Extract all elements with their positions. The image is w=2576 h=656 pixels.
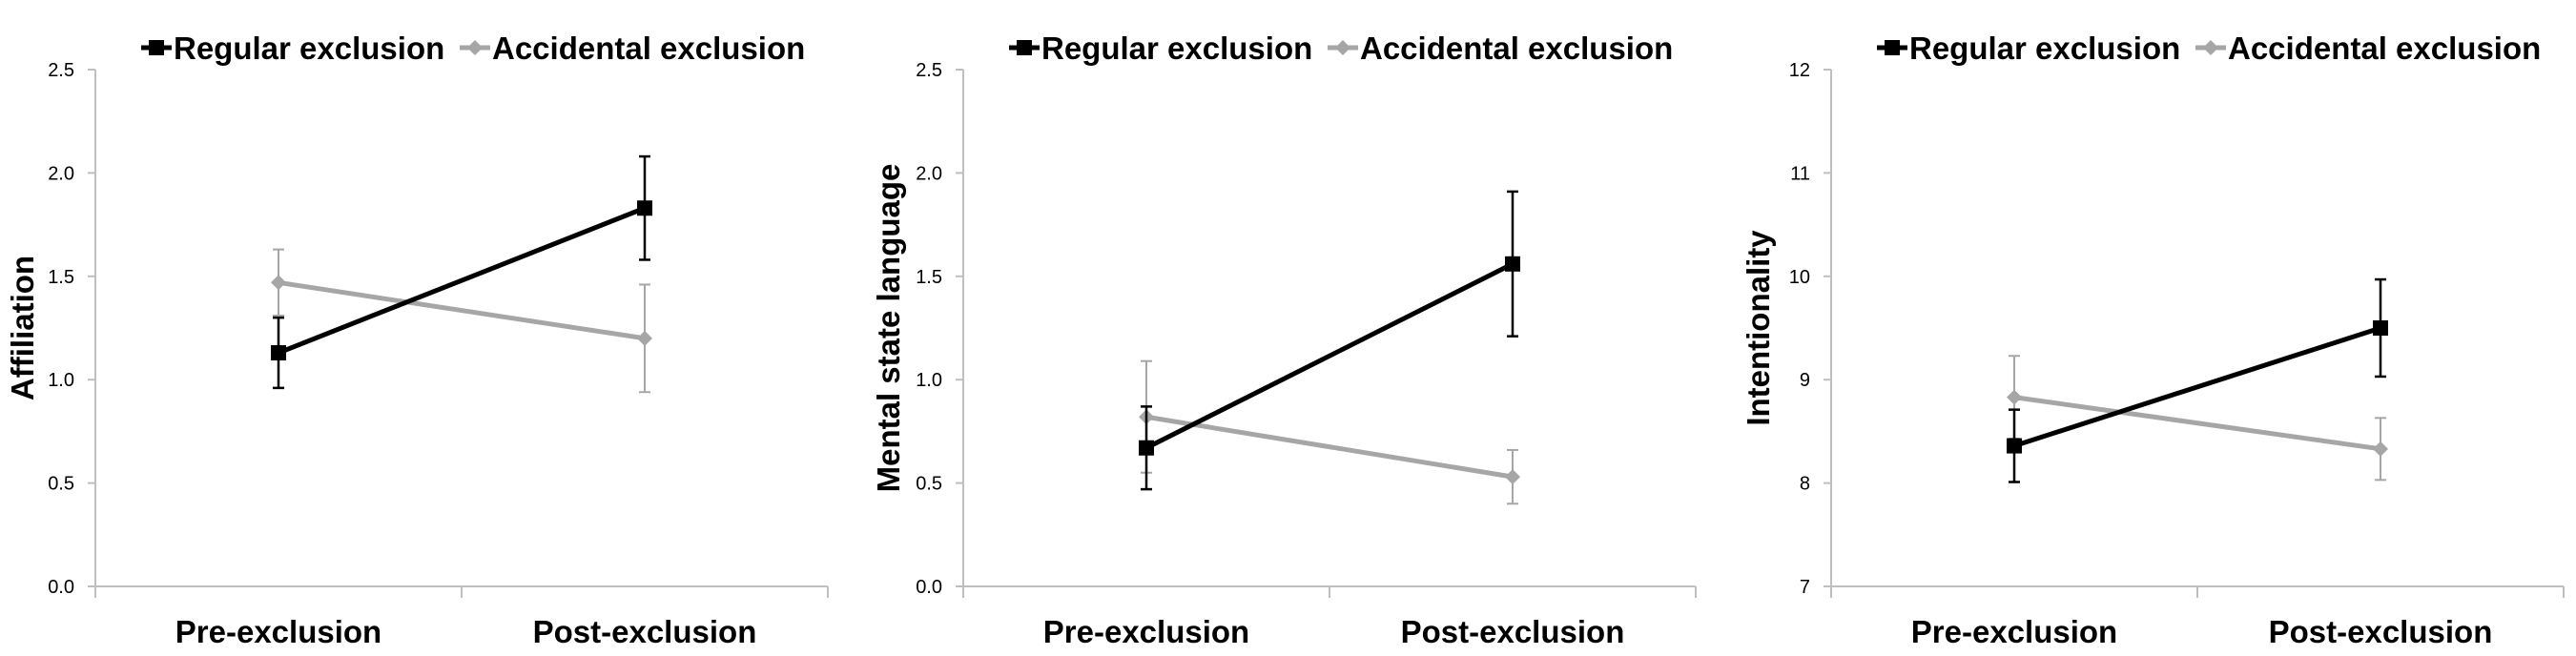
- legend-marker: [1335, 40, 1350, 55]
- x-tick-label: Pre-exclusion: [175, 614, 381, 649]
- y-tick-label: 10: [1789, 267, 1810, 288]
- legend-label: Accidental exclusion: [1360, 31, 1673, 66]
- y-tick-label: 11: [1790, 163, 1810, 184]
- legend-label: Regular exclusion: [1041, 31, 1312, 66]
- data-point: [2007, 389, 2022, 405]
- data-point: [271, 345, 286, 361]
- y-tick-label: 2.5: [916, 60, 942, 81]
- y-tick-label: 0.0: [916, 577, 942, 598]
- data-point: [1139, 440, 1154, 456]
- series-line: [1145, 414, 1514, 480]
- y-tick-label: 0.5: [48, 474, 74, 495]
- legend-marker: [2203, 40, 2218, 55]
- y-tick-label: 0.5: [916, 474, 942, 495]
- y-tick-label: 0.0: [48, 577, 74, 598]
- legend-marker: [1885, 40, 1900, 55]
- x-tick-label: Pre-exclusion: [1911, 614, 2117, 649]
- chart-panel-2: 0.0 0.5 1.0 1.5 2.0 2.5 Pre-exclusion Post-excl…: [871, 31, 1697, 649]
- series-line: [2013, 325, 2381, 448]
- chart-panel-1: 0.0 0.5 1.0 1.5 2.0 2.5 Pre-exclusion Post-excl…: [5, 31, 829, 649]
- legend-label: Accidental exclusion: [492, 31, 805, 66]
- y-tick-label: 9: [1800, 370, 1810, 391]
- y-tick-label: 2.0: [916, 163, 942, 184]
- x-tick-label: Pre-exclusion: [1043, 614, 1249, 649]
- data-point: [637, 200, 652, 216]
- x-tick-label: Post-exclusion: [2269, 614, 2493, 649]
- legend-label: Regular exclusion: [1909, 31, 2180, 66]
- series-line: [1144, 261, 1515, 450]
- data-point: [2007, 438, 2022, 454]
- legend-label: Regular exclusion: [174, 31, 444, 66]
- y-tick-label: 1.0: [48, 370, 74, 391]
- series-line: [278, 279, 646, 341]
- legend-marker: [1017, 40, 1032, 55]
- y-tick-label: 7: [1800, 577, 1810, 598]
- y-tick-label: 1.5: [916, 267, 942, 288]
- series-line: [2013, 395, 2381, 452]
- y-axis-title: Affiliation: [5, 256, 40, 400]
- y-tick-label: 8: [1800, 474, 1810, 495]
- y-tick-label: 2.0: [48, 163, 74, 184]
- data-point: [271, 275, 286, 291]
- y-axis-title: Intentionality: [1741, 230, 1776, 426]
- y-tick-label: 1.0: [916, 370, 942, 391]
- data-point: [637, 330, 652, 346]
- y-tick-label: 12: [1789, 60, 1810, 81]
- data-point: [2373, 441, 2388, 457]
- series-line: [278, 205, 646, 356]
- x-tick-label: Post-exclusion: [1401, 614, 1625, 649]
- y-tick-label: 1.5: [48, 267, 74, 288]
- x-tick-label: Post-exclusion: [533, 614, 757, 649]
- data-point: [1505, 469, 1520, 485]
- y-axis-title: Mental state language: [871, 164, 906, 493]
- y-tick-label: 2.5: [48, 60, 74, 81]
- chart-panel-3: 7 8 9 10 11 12 Pre-exclusion Post-exclusion Inte…: [1741, 31, 2565, 649]
- data-point: [1505, 256, 1520, 272]
- legend-marker: [467, 40, 483, 55]
- legend-marker: [149, 40, 164, 55]
- data-point: [2373, 320, 2388, 336]
- legend-label: Accidental exclusion: [2228, 31, 2541, 66]
